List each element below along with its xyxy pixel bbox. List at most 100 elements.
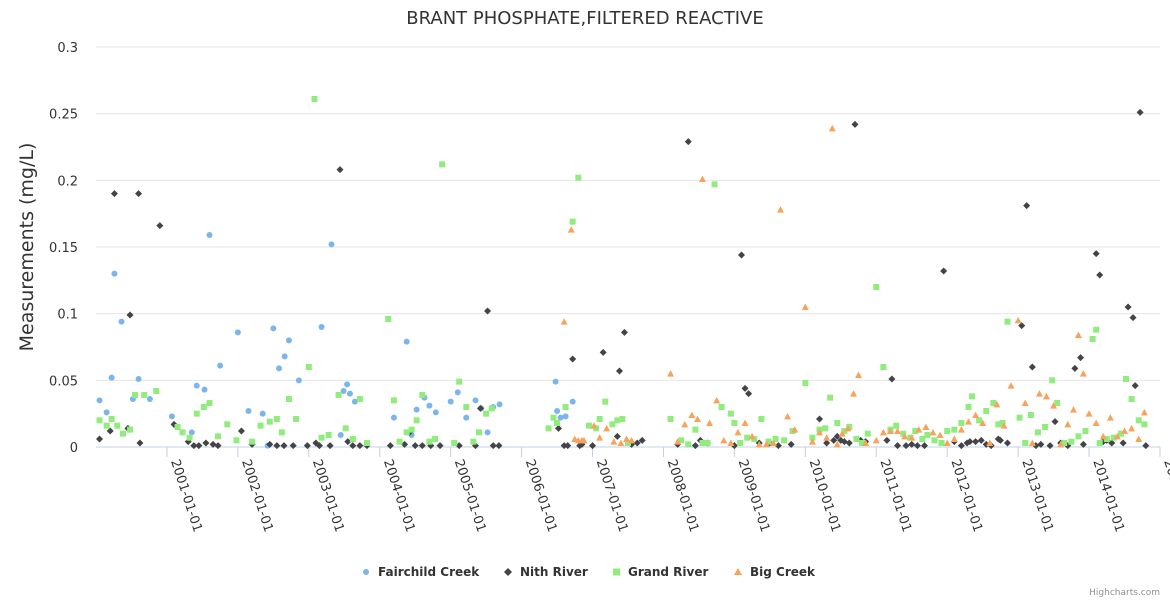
data-point [1119, 439, 1127, 447]
data-point [741, 384, 749, 392]
data-point [698, 175, 706, 182]
data-point [1135, 435, 1143, 442]
data-point [1129, 314, 1137, 322]
data-point [977, 436, 985, 444]
legend-item-fairchild-creek[interactable]: Fairchild Creek [363, 565, 480, 579]
data-point [613, 432, 621, 440]
data-point [249, 438, 256, 445]
data-point [106, 427, 114, 435]
data-point [476, 429, 483, 436]
data-point [610, 438, 618, 445]
data-point [426, 402, 433, 409]
data-point [305, 364, 312, 370]
data-point [972, 411, 980, 418]
data-point [1117, 430, 1124, 437]
data-point [1128, 396, 1135, 402]
data-point [872, 436, 880, 444]
data-point [784, 412, 792, 420]
data-point [688, 411, 696, 418]
legend-item-big-creek[interactable]: Big Creek [734, 565, 816, 579]
data-point [349, 442, 357, 450]
data-point [569, 398, 576, 405]
data-point [233, 437, 240, 444]
data-point [853, 436, 860, 442]
data-point [720, 436, 728, 444]
data-point [755, 440, 763, 448]
data-point [929, 428, 937, 436]
data-point [96, 397, 103, 404]
y-tick-label: 0.3 [57, 41, 78, 56]
series-big-creek [560, 124, 1148, 448]
legend-label: Big Creek [750, 565, 816, 579]
data-point [135, 190, 143, 198]
data-point [745, 390, 753, 398]
data-point [822, 425, 829, 432]
data-point [168, 413, 175, 420]
data-point [1079, 440, 1087, 448]
data-point [552, 378, 559, 385]
data-point [108, 374, 115, 381]
data-point [245, 408, 252, 414]
data-point [957, 442, 965, 450]
data-point [447, 398, 454, 405]
y-axis-title: Measurements (mg/L) [16, 143, 38, 352]
data-point [964, 418, 972, 425]
legend-item-grand-river[interactable]: Grand River [613, 565, 708, 579]
legend: Fairchild Creek Nith River Grand River B… [363, 565, 816, 579]
data-point [214, 442, 222, 450]
data-point [844, 424, 852, 432]
data-point [114, 422, 121, 429]
data-point [758, 416, 765, 422]
data-point [349, 436, 356, 442]
credits-link[interactable]: Highcharts.com [1089, 588, 1160, 598]
y-gridlines [96, 46, 1160, 381]
data-point [1075, 433, 1082, 440]
y-tick-label: 0.2 [57, 174, 78, 189]
data-point [823, 434, 831, 441]
legend-symbol-diamond [504, 568, 512, 576]
data-point [638, 436, 646, 444]
data-point [1049, 377, 1056, 384]
legend-item-nith-river[interactable]: Nith River [504, 565, 588, 579]
data-point [273, 416, 280, 422]
data-point [834, 420, 841, 426]
data-point [1051, 418, 1059, 426]
data-point [1096, 440, 1103, 446]
data-point [990, 400, 997, 406]
data-point [625, 440, 631, 446]
data-point [103, 422, 110, 429]
data-point [894, 442, 902, 450]
data-point [560, 442, 568, 450]
data-point [396, 438, 403, 445]
data-point [278, 429, 285, 436]
data-point [602, 398, 609, 405]
data-point [873, 284, 880, 290]
data-point [1093, 326, 1100, 333]
data-point [704, 440, 711, 446]
data-point [827, 394, 834, 401]
data-point [791, 426, 799, 433]
data-point [855, 371, 863, 378]
data-point [692, 426, 699, 433]
data-point [620, 328, 628, 336]
data-point [96, 435, 104, 443]
data-point [496, 401, 503, 408]
data-point [816, 428, 824, 436]
data-point [808, 438, 816, 445]
data-point [1027, 412, 1034, 418]
data-point [215, 433, 222, 440]
data-point [913, 442, 921, 450]
data-point [744, 434, 751, 441]
data-point [1085, 410, 1093, 417]
data-point [972, 438, 980, 446]
data-point [557, 414, 564, 421]
data-point [432, 436, 439, 442]
data-point [1092, 419, 1100, 426]
data-point [845, 439, 853, 447]
data-point [969, 393, 976, 400]
data-point [413, 417, 420, 424]
data-point [413, 406, 420, 413]
data-point [1034, 429, 1041, 436]
chart-title: BRANT PHOSPHATE,FILTERED REACTIVE [406, 8, 763, 29]
data-point [285, 396, 292, 402]
